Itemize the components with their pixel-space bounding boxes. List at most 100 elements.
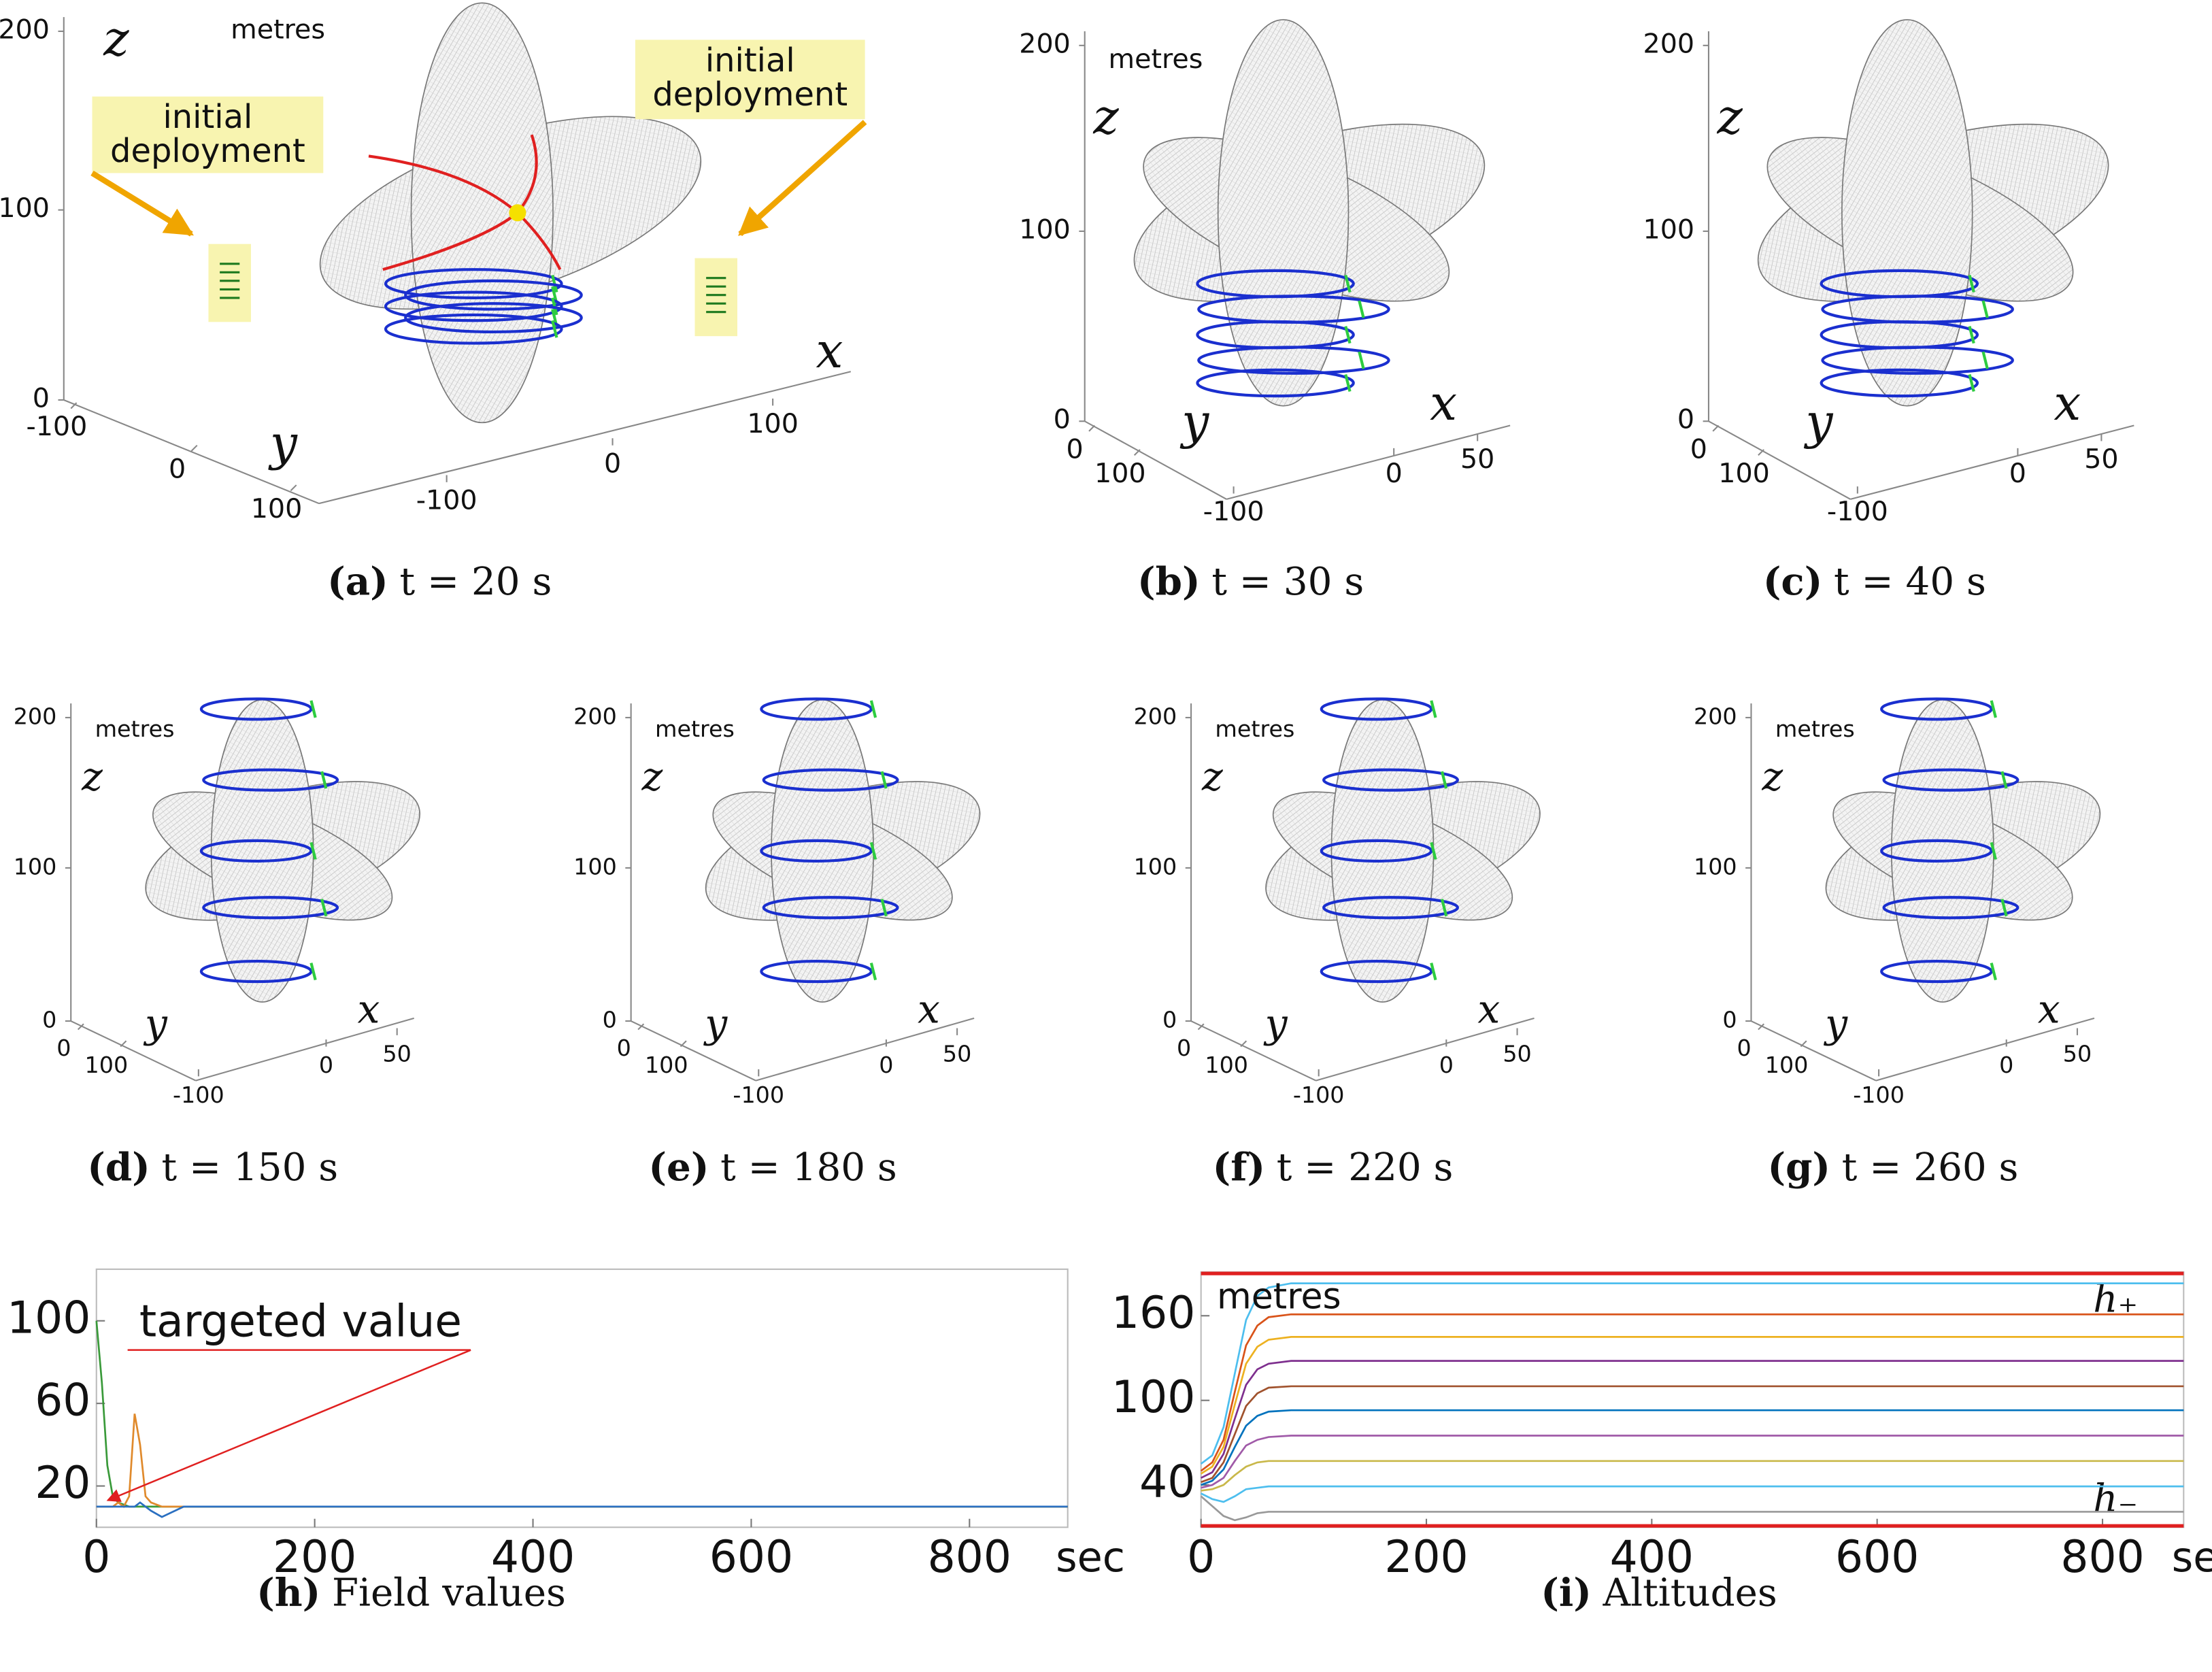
plot-frame: [1200, 1271, 2185, 1528]
y-tick: [680, 1040, 687, 1048]
y-tick: [1133, 449, 1141, 456]
x-tick-label: 0: [2009, 458, 2026, 489]
agent: [2000, 771, 2008, 789]
y-tick-label: 100: [1765, 1052, 1809, 1078]
unit-label: metres: [1775, 716, 1855, 742]
ellipsoid: [1217, 19, 1350, 407]
trajectory: [384, 290, 563, 322]
y-tick-label: 0: [617, 1035, 631, 1061]
deployment-box: [694, 258, 737, 337]
y-tick: [190, 444, 198, 452]
y-tick-label: 100: [1111, 1372, 1195, 1423]
caption: (a) t = 20 s: [327, 559, 552, 604]
agent: [1344, 275, 1352, 293]
x-axis: [755, 1017, 975, 1082]
agent: [1344, 373, 1352, 392]
x-tick-label: -100: [1853, 1082, 1905, 1108]
annotation-text: initial: [163, 99, 252, 136]
agent: [309, 963, 317, 981]
agent: [1440, 771, 1448, 789]
y-tick-label: 100: [251, 493, 303, 524]
agent: [309, 700, 317, 718]
y-axis-label: y: [703, 1000, 728, 1046]
agent: [869, 963, 877, 981]
bound-label: h₋: [2093, 1477, 2138, 1521]
y-axis-label: y: [1179, 393, 1209, 450]
caption-text: t = 20 s: [399, 559, 552, 603]
trajectory: [1322, 896, 1459, 920]
y-axis: [1708, 420, 1851, 500]
x-tick-label: 50: [1460, 444, 1494, 475]
z-tick-label: 100: [0, 193, 50, 224]
y-axis: [63, 399, 320, 505]
x-axis-label: x: [918, 986, 940, 1033]
y-axis: [70, 1020, 197, 1082]
agent: [1981, 351, 1989, 369]
caption-text: t = 150 s: [161, 1145, 338, 1189]
trajectory: [202, 768, 339, 792]
ellipsoid: [1841, 19, 1973, 407]
x-axis: [1316, 1017, 1535, 1082]
y-tick-label: 0: [1177, 1035, 1191, 1061]
annotation-box: [92, 96, 324, 173]
y-tick-label: 100: [1718, 458, 1770, 489]
agent: [1990, 963, 1997, 981]
y-axis: [1751, 1020, 1877, 1082]
series-line: [1200, 1336, 2184, 1475]
series-line: [1201, 1435, 2184, 1489]
x-tick-label: 600: [1835, 1532, 1919, 1583]
x-tick-label: 50: [1503, 1041, 1531, 1067]
ellipsoid: [1891, 699, 1994, 1003]
ellipsoid: [210, 699, 314, 1003]
series-line: [1201, 1385, 2184, 1484]
y-tick: [1197, 1023, 1205, 1031]
z-tick-label: 100: [1019, 214, 1071, 245]
trajectory: [1820, 368, 1979, 398]
z-tick-label: 200: [573, 703, 617, 729]
y-tick-label: 160: [1111, 1288, 1195, 1339]
z-axis-label: z: [1092, 88, 1119, 145]
trajectory: [1196, 368, 1355, 398]
y-tick-label: 100: [7, 1292, 90, 1343]
trajectory: [1320, 839, 1433, 863]
y-tick: [1240, 1040, 1247, 1048]
y-tick-label: 0: [1737, 1035, 1751, 1061]
y-tick: [637, 1023, 645, 1031]
z-tick-label: 100: [573, 853, 617, 880]
z-axis-label: z: [103, 10, 129, 67]
z-tick-label: 200: [1134, 703, 1177, 729]
caption: (h) Field values: [256, 1570, 566, 1615]
unit-label: metres: [1109, 44, 1203, 75]
x-tick-label: -100: [173, 1082, 224, 1108]
z-tick-label: 0: [603, 1007, 617, 1033]
agent: [880, 899, 888, 917]
series-line: [96, 1414, 1068, 1508]
z-tick-label: 0: [33, 382, 50, 414]
caption-text: t = 180 s: [720, 1145, 897, 1189]
x-axis-label: x: [358, 986, 380, 1033]
z-tick-label: 200: [0, 14, 50, 45]
caption: (i) Altitudes: [1541, 1570, 1777, 1615]
y-axis: [1190, 1020, 1316, 1082]
x-tick-label: -100: [733, 1082, 784, 1108]
annotation-arrow: [106, 1349, 471, 1502]
series-line: [1201, 1409, 2184, 1486]
ellipsoid: [771, 699, 874, 1003]
y-tick: [1088, 424, 1096, 432]
ellipsoid: [1330, 699, 1435, 1003]
annotation-arrow: [738, 120, 867, 237]
x-axis: [1226, 424, 1511, 500]
caption-text: t = 30 s: [1211, 559, 1364, 603]
y-tick: [120, 1040, 127, 1048]
agent: [869, 700, 877, 718]
x-axis: [1850, 424, 2134, 500]
z-tick-label: 200: [1643, 28, 1695, 59]
caption-text: t = 40 s: [1834, 559, 1986, 603]
trajectory: [1320, 697, 1433, 721]
agent: [1430, 841, 1437, 860]
x-tick-label: 200: [273, 1532, 356, 1583]
y-tick: [1758, 449, 1764, 456]
caption: (b) t = 30 s: [1137, 559, 1364, 604]
